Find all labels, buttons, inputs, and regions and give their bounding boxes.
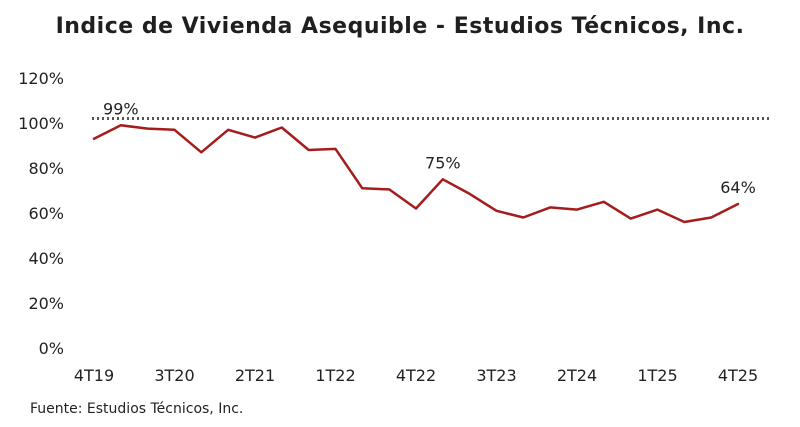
y-tick-label: 120%	[18, 69, 64, 88]
x-tick-label: 1T22	[315, 366, 355, 385]
data-label: 64%	[720, 178, 756, 197]
x-tick-label: 4T19	[74, 366, 114, 385]
source-note: Fuente: Estudios Técnicos, Inc.	[30, 401, 244, 417]
y-tick-label: 20%	[28, 294, 64, 313]
x-tick-label: 2T21	[235, 366, 275, 385]
x-tick-label: 4T22	[396, 366, 436, 385]
x-tick-label: 3T23	[476, 366, 516, 385]
y-tick-label: 100%	[18, 114, 64, 133]
y-tick-label: 40%	[28, 249, 64, 268]
y-tick-label: 80%	[28, 159, 64, 178]
y-tick-label: 60%	[28, 204, 64, 223]
y-axis: 0% 20% 40% 60% 80% 100% 120%	[18, 69, 64, 358]
annotations-group: 99% 75% 64%	[103, 99, 756, 197]
x-tick-label: 1T25	[637, 366, 677, 385]
x-tick-label: 4T25	[718, 366, 758, 385]
series-line	[92, 124, 740, 224]
series-group	[92, 124, 740, 224]
x-tick-label: 2T24	[557, 366, 597, 385]
y-tick-label: 0%	[39, 339, 64, 358]
x-tick-label: 3T20	[154, 366, 194, 385]
data-label: 99%	[103, 99, 139, 118]
x-axis: 4T19 3T20 2T21 1T22 4T22 3T23 2T24 1T25 4T25	[74, 366, 758, 385]
data-label: 75%	[425, 153, 461, 172]
chart-title: Indice de Vivienda Asequible - Estudios …	[55, 14, 745, 39]
